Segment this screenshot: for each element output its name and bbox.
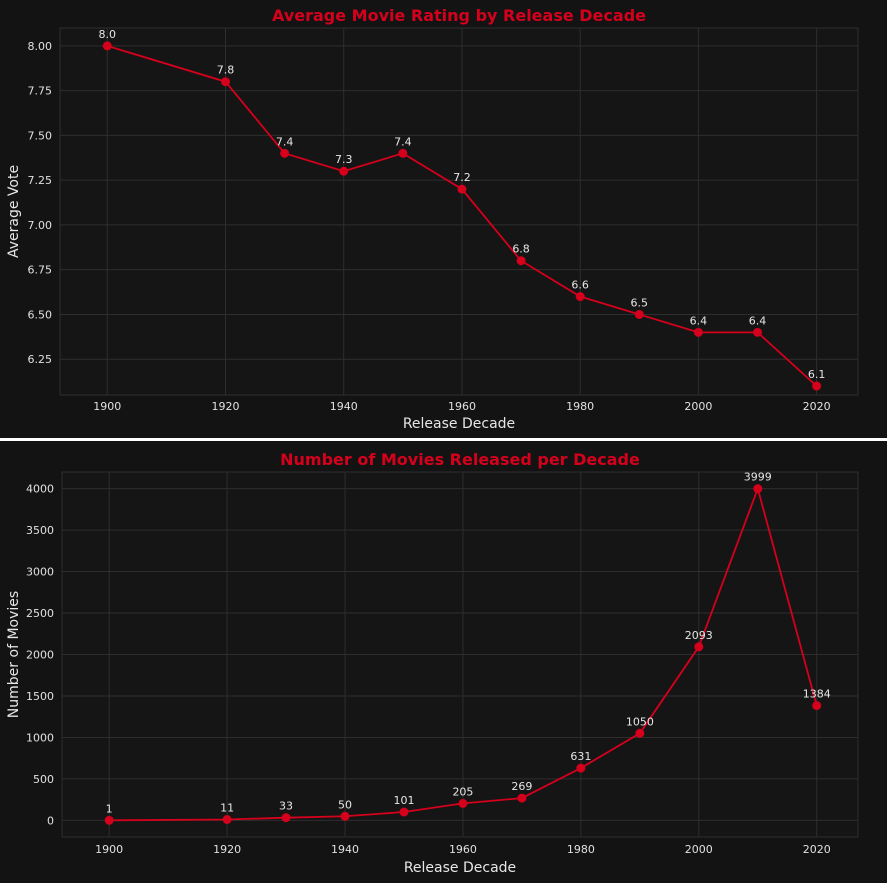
y-tick-label: 3500 xyxy=(26,524,54,537)
y-tick-label: 7.50 xyxy=(28,129,53,142)
data-point xyxy=(457,184,467,194)
x-axis-label: Release Decade xyxy=(403,416,515,432)
x-tick-label: 1920 xyxy=(212,400,240,413)
x-tick-label: 1920 xyxy=(213,843,241,856)
data-point xyxy=(635,728,645,738)
data-label: 631 xyxy=(570,750,591,763)
y-tick-label: 7.25 xyxy=(28,174,53,187)
rating-chart: 1900 1920 1940 1960 1980 2000 2020 6.25 6.50 6.75… xyxy=(6,6,859,432)
x-tick-label: 1940 xyxy=(330,400,358,413)
x-tick-label: 2000 xyxy=(684,400,712,413)
panel-separator xyxy=(0,438,887,441)
data-label: 1050 xyxy=(626,715,654,728)
data-label: 7.4 xyxy=(276,135,294,148)
data-point xyxy=(340,811,350,821)
data-label: 6.4 xyxy=(690,314,708,327)
data-point xyxy=(693,327,703,337)
y-tick-label: 6.50 xyxy=(28,308,53,321)
data-label: 1384 xyxy=(803,688,831,701)
series-line xyxy=(109,485,818,822)
data-label: 6.6 xyxy=(571,279,589,292)
data-point xyxy=(458,798,468,808)
data-point xyxy=(281,813,291,823)
y-tick-label: 8.00 xyxy=(28,40,53,53)
data-point xyxy=(222,814,232,824)
y-axis-label: Average Vote xyxy=(6,165,22,258)
data-point xyxy=(634,309,644,319)
plot-area xyxy=(59,27,859,396)
y-tick-label: 7.00 xyxy=(28,219,53,232)
data-point xyxy=(221,77,231,87)
data-label: 50 xyxy=(338,798,352,811)
data-label: 7.3 xyxy=(335,153,353,166)
x-tick-label: 2020 xyxy=(803,843,831,856)
data-label: 33 xyxy=(279,800,293,813)
data-label: 2093 xyxy=(685,629,713,642)
x-tick-label: 1900 xyxy=(95,843,123,856)
y-tick-label: 1500 xyxy=(26,690,54,703)
y-tick-label: 6.25 xyxy=(28,353,53,366)
x-tick-label: 1980 xyxy=(567,843,595,856)
data-label: 7.8 xyxy=(217,64,235,77)
chart-title: Number of Movies Released per Decade xyxy=(280,450,640,469)
y-tick-label: 3000 xyxy=(26,566,54,579)
data-label: 8.0 xyxy=(99,28,117,41)
y-axis-label: Number of Movies xyxy=(6,591,22,718)
data-label: 205 xyxy=(452,785,473,798)
data-point xyxy=(102,41,112,51)
data-point xyxy=(517,793,527,803)
chart-title: Average Movie Rating by Release Decade xyxy=(272,6,646,25)
y-tick-label: 6.75 xyxy=(28,264,53,277)
data-label: 3999 xyxy=(744,471,772,484)
data-point xyxy=(576,763,586,773)
data-label: 7.4 xyxy=(394,135,412,148)
data-label: 7.2 xyxy=(453,171,471,184)
data-label: 6.5 xyxy=(631,296,649,309)
x-tick-label: 2000 xyxy=(685,843,713,856)
count-chart: 1900 1920 1940 1960 1980 2000 2020 0 500 1000 1500… xyxy=(6,450,859,876)
series-line xyxy=(107,45,818,387)
data-label: 6.1 xyxy=(808,368,826,381)
x-tick-label: 1960 xyxy=(448,400,476,413)
data-point xyxy=(399,807,409,817)
x-tick-label: 1940 xyxy=(331,843,359,856)
x-tick-label: 1960 xyxy=(449,843,477,856)
data-point xyxy=(339,166,349,176)
x-tick-label: 1900 xyxy=(93,400,121,413)
data-point xyxy=(280,148,290,158)
data-label: 11 xyxy=(220,801,234,814)
data-point xyxy=(753,484,763,494)
x-tick-label: 1980 xyxy=(566,400,594,413)
y-tick-label: 0 xyxy=(47,814,54,827)
y-tick-label: 1000 xyxy=(26,731,54,744)
y-tick-label: 7.75 xyxy=(28,85,53,98)
y-tick-label: 4000 xyxy=(26,483,54,496)
x-tick-label: 2020 xyxy=(803,400,831,413)
data-point xyxy=(104,815,114,825)
data-point xyxy=(812,701,822,711)
data-point xyxy=(398,148,408,158)
data-point xyxy=(575,292,585,302)
y-tick-label: 500 xyxy=(33,773,54,786)
data-label: 6.8 xyxy=(512,243,530,256)
y-tick-label: 2500 xyxy=(26,607,54,620)
x-axis-label: Release Decade xyxy=(404,860,516,876)
data-point xyxy=(694,642,704,652)
data-label: 101 xyxy=(393,794,414,807)
y-tick-label: 2000 xyxy=(26,649,54,662)
data-point xyxy=(812,381,822,391)
data-point xyxy=(753,327,763,337)
data-point xyxy=(516,256,526,266)
data-label: 1 xyxy=(106,802,113,815)
data-label: 269 xyxy=(511,780,532,793)
data-label: 6.4 xyxy=(749,314,767,327)
